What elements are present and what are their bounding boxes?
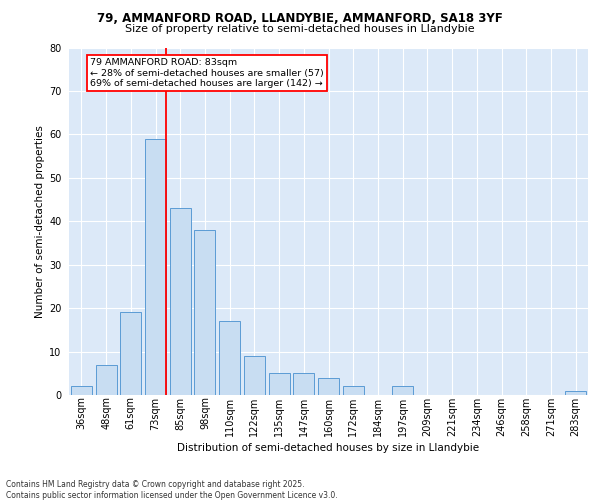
X-axis label: Distribution of semi-detached houses by size in Llandybie: Distribution of semi-detached houses by … [178,442,479,452]
Bar [145,138,166,395]
Bar [343,386,364,395]
Bar [269,374,290,395]
Bar [194,230,215,395]
Text: 79 AMMANFORD ROAD: 83sqm
← 28% of semi-detached houses are smaller (57)
69% of s: 79 AMMANFORD ROAD: 83sqm ← 28% of semi-d… [90,58,324,88]
Bar [120,312,141,395]
Bar [565,390,586,395]
Y-axis label: Number of semi-detached properties: Number of semi-detached properties [35,125,45,318]
Bar [392,386,413,395]
Text: Contains HM Land Registry data © Crown copyright and database right 2025.
Contai: Contains HM Land Registry data © Crown c… [6,480,338,500]
Bar [71,386,92,395]
Bar [170,208,191,395]
Bar [244,356,265,395]
Bar [318,378,339,395]
Bar [293,374,314,395]
Bar [95,364,116,395]
Bar [219,321,240,395]
Text: 79, AMMANFORD ROAD, LLANDYBIE, AMMANFORD, SA18 3YF: 79, AMMANFORD ROAD, LLANDYBIE, AMMANFORD… [97,12,503,26]
Text: Size of property relative to semi-detached houses in Llandybie: Size of property relative to semi-detach… [125,24,475,34]
